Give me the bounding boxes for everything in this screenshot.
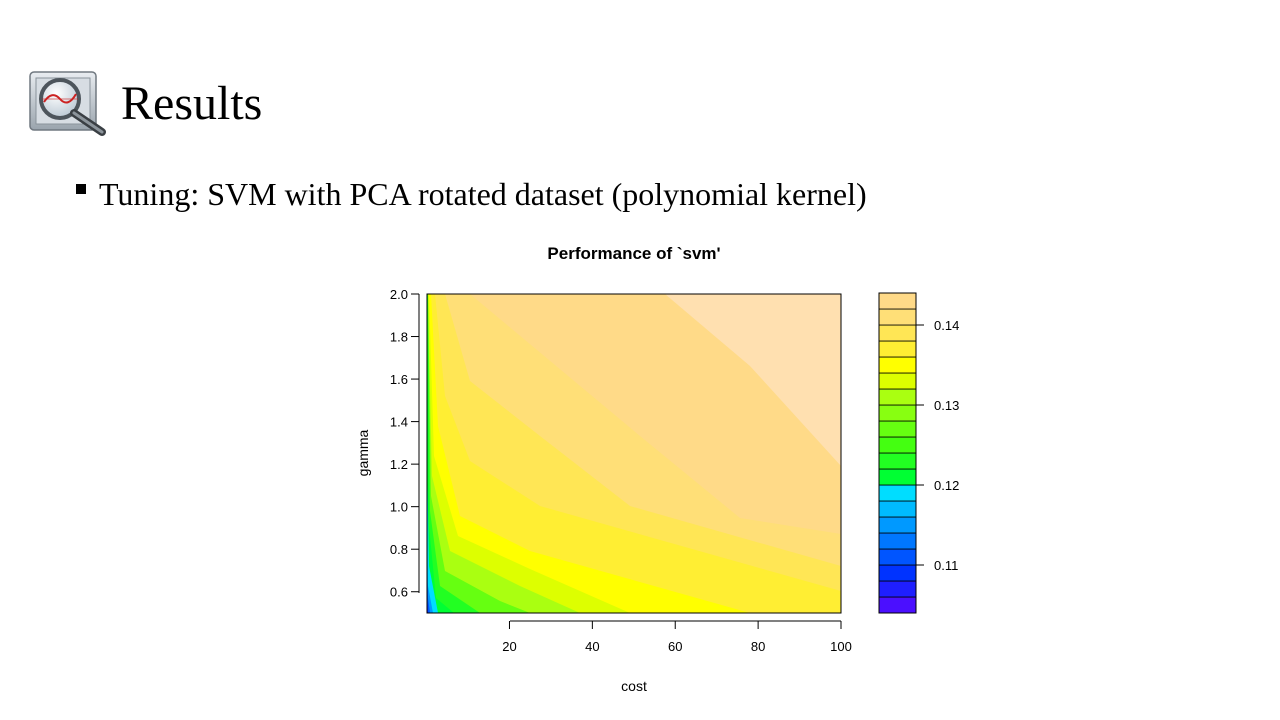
legend-swatch <box>878 548 917 566</box>
legend-swatch <box>878 580 917 598</box>
legend-tick-label: 0.13 <box>934 398 959 413</box>
y-tick-label: 1.8 <box>390 330 408 345</box>
legend-swatch <box>878 564 917 582</box>
legend-tick-label: 0.11 <box>934 558 958 573</box>
legend-swatch <box>878 436 917 454</box>
y-tick-label: 1.0 <box>390 500 408 515</box>
legend-swatch <box>878 324 917 342</box>
y-tick-label: 1.2 <box>390 457 408 472</box>
contour-chart: Performance of `svm' 20 40 60 80 100 0.6 0.8 1… <box>355 244 959 694</box>
legend-swatch <box>878 500 917 518</box>
legend-swatch <box>878 596 917 614</box>
y-tick-label: 1.4 <box>390 415 408 430</box>
legend-swatch <box>878 308 917 326</box>
legend-swatch <box>878 420 917 438</box>
legend-swatch <box>878 468 917 486</box>
y-tick-label: 0.6 <box>390 585 408 600</box>
plot-frame <box>426 293 842 614</box>
contour-plot-area <box>426 293 842 614</box>
x-tick-label: 100 <box>830 639 852 654</box>
legend-tick-label: 0.12 <box>934 478 959 493</box>
y-axis: 0.6 0.8 1.0 1.2 1.4 1.6 1.8 2.0 <box>390 287 420 600</box>
legend-swatch <box>878 372 917 390</box>
x-tick-label: 20 <box>502 639 516 654</box>
legend-swatch <box>878 484 917 502</box>
bullet-text: Tuning: SVM with PCA rotated dataset (po… <box>99 176 867 212</box>
y-axis-label: gamma <box>355 429 371 476</box>
legend-tick-label: 0.14 <box>934 318 959 333</box>
x-tick-label: 40 <box>585 639 599 654</box>
legend-swatch <box>878 452 917 470</box>
x-axis-label: cost <box>621 678 647 694</box>
contour-region-12 <box>427 526 433 613</box>
color-legend: 0.11 0.12 0.13 0.14 <box>878 292 959 614</box>
y-tick-label: 1.6 <box>390 372 408 387</box>
x-tick-label: 60 <box>668 639 682 654</box>
x-tick-label: 80 <box>751 639 765 654</box>
contour-region-11 <box>427 456 438 613</box>
bullet-square-icon <box>76 184 86 194</box>
legend-swatch <box>878 532 917 550</box>
legend-swatch <box>878 404 917 422</box>
y-tick-label: 0.8 <box>390 542 408 557</box>
chart-title: Performance of `svm' <box>547 244 720 263</box>
legend-swatch <box>878 356 917 374</box>
legend-swatch <box>878 388 917 406</box>
legend-swatch <box>878 516 917 534</box>
contour-region-13 <box>427 566 430 613</box>
contour-region-4 <box>427 294 841 613</box>
legend-swatch <box>878 292 917 310</box>
legend-frame <box>878 292 917 614</box>
magnifier-chart-icon <box>28 68 110 138</box>
y-tick-label: 2.0 <box>390 287 408 302</box>
x-axis: 20 40 60 80 100 <box>502 620 852 654</box>
legend-swatch <box>878 340 917 358</box>
slide-title: Results <box>121 77 263 130</box>
